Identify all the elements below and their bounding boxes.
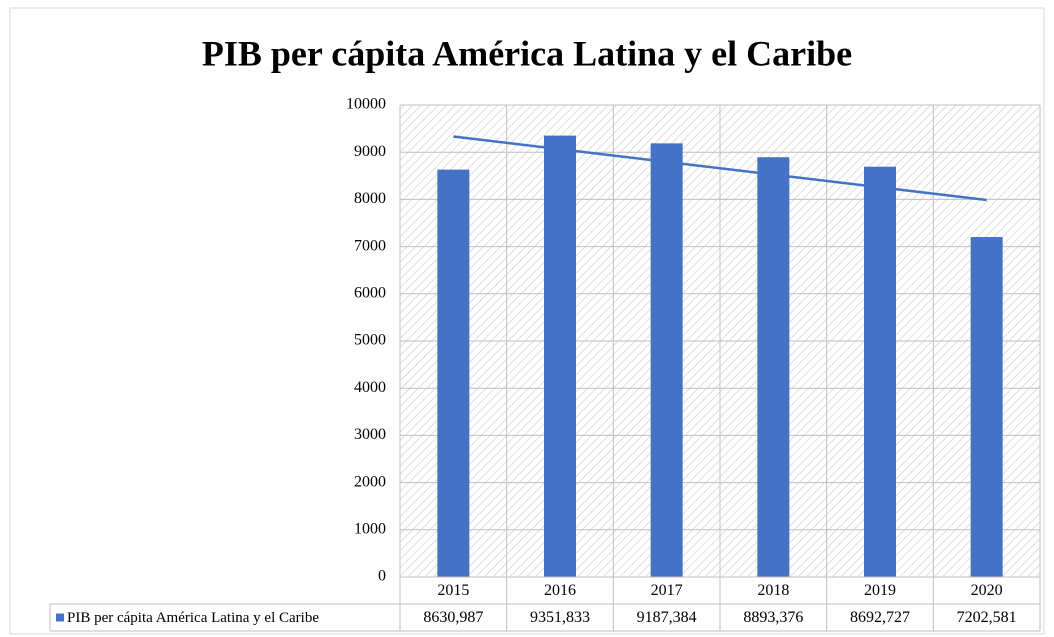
bar [864, 166, 896, 577]
y-tick-label: 3000 [354, 426, 386, 443]
x-tick-label: 2015 [437, 582, 469, 599]
x-tick-label: 2020 [971, 582, 1003, 599]
y-tick-label: 8000 [354, 190, 386, 207]
x-tick-label: 2019 [864, 582, 896, 599]
y-tick-label: 2000 [354, 473, 386, 490]
x-tick-label: 2016 [544, 582, 576, 599]
data-label: 7202,581 [957, 609, 1017, 626]
data-label: 8692,727 [850, 609, 910, 626]
y-tick-label: 7000 [354, 237, 386, 254]
bar [650, 143, 683, 577]
legend-label: PIB per cápita América Latina y el Carib… [67, 610, 319, 626]
y-tick-label: 5000 [354, 332, 386, 349]
x-tick-label: 2017 [651, 582, 683, 599]
y-tick-label: 9000 [354, 143, 386, 160]
bar [437, 169, 470, 577]
y-tick-label: 0 [378, 568, 386, 585]
y-tick-label: 10000 [346, 96, 386, 113]
bar [970, 237, 1003, 577]
legend-swatch [56, 613, 64, 622]
chart-title: PIB per cápita América Latina y el Carib… [202, 33, 852, 73]
data-label: 9187,384 [637, 609, 697, 626]
data-label: 9351,833 [530, 609, 590, 626]
bar [544, 135, 576, 577]
x-tick-label: 2018 [757, 582, 789, 599]
y-tick-label: 6000 [354, 284, 386, 301]
trendline [453, 135, 987, 202]
bar [757, 157, 790, 577]
data-label: 8893,376 [743, 609, 803, 626]
data-label: 8630,987 [423, 609, 483, 626]
y-tick-label: 4000 [354, 379, 386, 396]
y-tick-label: 1000 [354, 520, 386, 537]
